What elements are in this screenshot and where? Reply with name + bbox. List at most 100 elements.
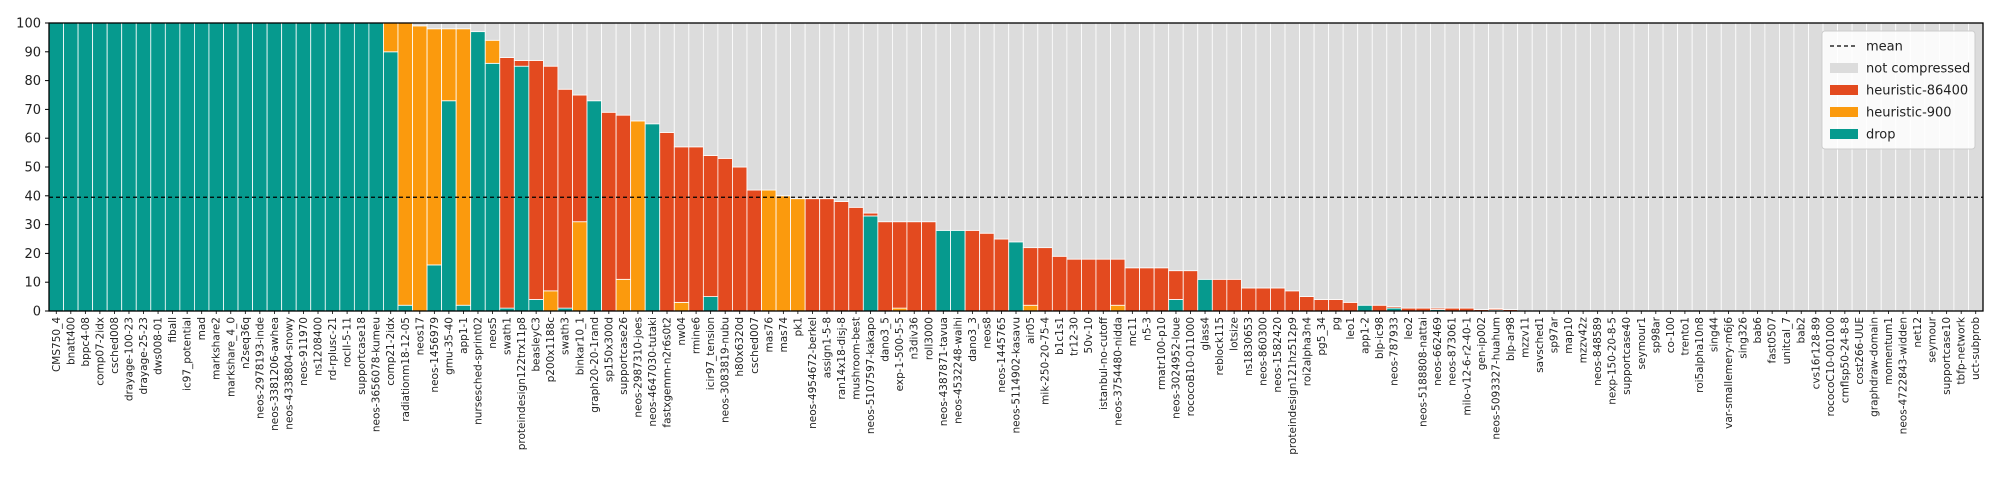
legend-swatch-not_compressed: [1830, 63, 1858, 73]
bar-segment-drop: [77, 22, 94, 312]
x-tick-label: neos-4387871-tavua: [938, 317, 950, 426]
x-tick-label: sp97ar: [1549, 316, 1561, 353]
x-tick-label: unitcal_7: [1781, 317, 1793, 364]
bar-segment-drop: [702, 296, 719, 312]
x-tick-label: mik-250-20-75-4: [1040, 317, 1052, 405]
bar-segment-h86400: [1081, 258, 1097, 312]
x-tick-label: neos17: [414, 317, 426, 355]
x-tick-label: bnatt400: [65, 317, 77, 365]
bar-segment-not_compressed: [1502, 22, 1519, 310]
bar-segment-not_compressed: [1095, 22, 1111, 260]
bar-segment-not_compressed: [950, 22, 966, 231]
bar-segment-drop: [1357, 304, 1373, 312]
x-tick-label: leo2: [1403, 317, 1415, 339]
bar-segment-not_compressed: [1168, 22, 1184, 272]
x-tick-label: dano3_3: [967, 317, 979, 362]
bar-segment-h86400: [673, 146, 690, 303]
x-tick-label: mas74: [778, 317, 790, 353]
bar-segment-not_compressed: [921, 22, 937, 223]
x-tick-label: nw04: [676, 317, 688, 346]
x-tick-label: nexp-150-20-8-5: [1607, 317, 1619, 405]
bar-segment-drop: [484, 62, 501, 312]
bar-segment-not_compressed: [1589, 22, 1606, 312]
bar-segment-h900: [572, 221, 588, 312]
x-tick-label: rocII-5-11: [342, 317, 354, 367]
x-tick-label: neos-2978193-inde: [254, 317, 266, 419]
bar-segment-not_compressed: [746, 22, 762, 191]
bar-segment-not_compressed: [470, 22, 486, 33]
bar-segment-not_compressed: [717, 22, 733, 159]
x-tick-label: uct-subprob: [1970, 317, 1982, 380]
bar-segment-not_compressed: [1749, 22, 1766, 312]
bar-segment-not_compressed: [513, 22, 530, 61]
x-tick-label: lotsize: [1229, 317, 1241, 351]
bar-segment-not_compressed: [1139, 22, 1155, 269]
bar-segment-not_compressed: [761, 22, 777, 191]
x-tick-label: neos-1582420: [1272, 317, 1284, 393]
bar-segment-drop: [353, 22, 370, 312]
x-tick-label: neos-5107597-kakapo: [865, 317, 877, 434]
x-tick-label: p200x1188c: [545, 317, 557, 383]
x-tick-label: trento1: [1679, 317, 1691, 356]
legend-box: [1821, 30, 1976, 150]
bar-segment-h86400: [1110, 258, 1126, 306]
x-tick-label: milo-v12-6-r2-40-1: [1461, 317, 1473, 416]
x-tick-label: momentum1: [1883, 317, 1895, 385]
bar-segment-not_compressed: [426, 22, 443, 30]
y-tick-label: 100: [16, 17, 41, 32]
bar-segment-not_compressed: [1110, 22, 1126, 260]
bar-segment-h86400: [717, 157, 733, 312]
bar-segment-h900: [455, 28, 472, 306]
bar-segment-h86400: [1313, 299, 1330, 312]
bar-segment-h86400: [804, 198, 821, 312]
x-tick-label: neos-5114902-kasavu: [1011, 317, 1023, 433]
bar-segment-not_compressed: [862, 22, 879, 214]
bar-segment-not_compressed: [1604, 22, 1620, 312]
bar-segment-not_compressed: [1328, 22, 1344, 300]
bar-segment-h86400: [1168, 270, 1184, 300]
x-tick-label: mushroom-best: [851, 317, 863, 400]
bar-segment-not_compressed: [1037, 22, 1053, 249]
bar-segment-h86400: [1037, 247, 1053, 312]
x-tick-label: neos8: [981, 317, 993, 349]
x-tick-label: ns1830653: [1243, 317, 1255, 376]
bar-segment-drop: [528, 299, 544, 312]
bar-segment-not_compressed: [1313, 22, 1330, 300]
x-tick-label: bppc4-08: [80, 317, 92, 367]
x-tick-label: n5-3: [1141, 317, 1153, 341]
bar-segment-drop: [164, 22, 181, 312]
bar-segment-h900: [426, 28, 443, 266]
bar-segment-h86400: [1371, 304, 1388, 312]
bar-segment-not_compressed: [1066, 22, 1082, 260]
bar-segment-drop: [208, 22, 224, 312]
bar-segment-not_compressed: [1430, 22, 1446, 309]
x-tick-label: bab2: [1796, 317, 1808, 343]
x-tick-label: neos-4954672-berkel: [807, 317, 819, 429]
bar-segment-drop: [862, 215, 879, 312]
x-tick-label: drayage-100-23: [123, 317, 135, 401]
x-tick-label: neos-4647030-tutaki: [647, 317, 659, 427]
bar-segment-h900: [1022, 304, 1039, 312]
bar-segment-h86400: [1153, 267, 1170, 312]
bar-segment-h86400: [746, 189, 762, 312]
bar-segment-h86400: [819, 198, 835, 312]
bar-segment-h86400: [979, 232, 995, 312]
x-tick-label: rococoB10-011000: [1185, 317, 1197, 416]
bar-segment-not_compressed: [1633, 22, 1649, 312]
bar-segment-h900: [615, 278, 632, 312]
bar-segment-not_compressed: [1560, 22, 1577, 312]
bar-segment-not_compressed: [1691, 22, 1708, 312]
bar-segment-drop: [397, 304, 413, 312]
x-tick-label: rmatr100-p10: [1156, 317, 1168, 390]
bar-segment-not_compressed: [1575, 22, 1591, 312]
bar-segment-drop: [324, 22, 341, 312]
legend: mean not compressed heuristic-86400 heurist…: [1821, 30, 1976, 150]
bar-segment-h86400: [1240, 287, 1257, 312]
bar-segment-h86400: [877, 221, 893, 312]
bar-segment-drop: [310, 22, 326, 312]
bar-segment-not_compressed: [848, 22, 864, 208]
bar-segment-not_compressed: [1764, 22, 1780, 312]
bar-segment-not_compressed: [1517, 22, 1533, 312]
bar-segment-not_compressed: [1051, 22, 1068, 257]
